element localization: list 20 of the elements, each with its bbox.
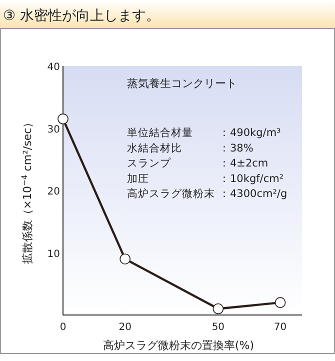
x-axis-title: 高炉スラグ微粉末の置換率(%)	[102, 339, 254, 352]
x-tick-label: 20	[118, 322, 132, 333]
x-tick-label: 50	[212, 322, 225, 333]
chart-title: ③ 水密性が向上します。	[3, 8, 160, 24]
point	[274, 297, 286, 308]
text: スランプ ：4±2cm	[127, 158, 268, 170]
text: 水結合材比 ：38%	[127, 142, 254, 154]
x-tick-label: 70	[274, 322, 287, 333]
y-tick-label: 30	[47, 124, 60, 136]
y-tick-label: 10	[47, 248, 60, 260]
annotation: 高炉スラグ微粉末：4300cm²/g	[127, 187, 288, 200]
point	[212, 303, 224, 314]
text: 加圧 ：10kgf/cm²	[127, 172, 284, 185]
x-tick-label: 0	[60, 322, 66, 333]
y-tick-label: 40	[47, 62, 60, 73]
y-tick-label: 20	[47, 186, 60, 198]
text: 単位結合材量 ：490kg/m³	[127, 127, 281, 139]
point	[58, 114, 68, 124]
point	[120, 254, 130, 264]
annotation: 蒸気養生コンクリート	[127, 77, 237, 90]
